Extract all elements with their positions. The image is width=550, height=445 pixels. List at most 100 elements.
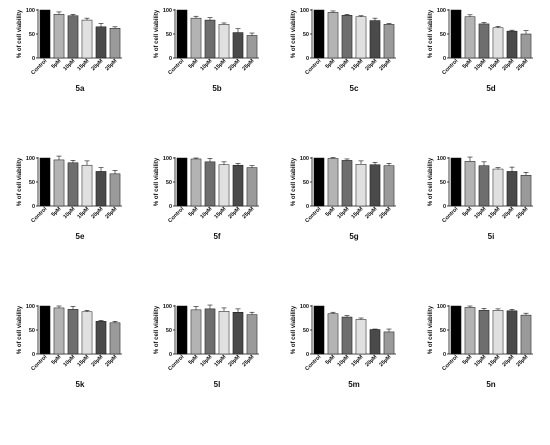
y-tick-label: 100	[300, 156, 309, 162]
x-tick-label: 10µM	[62, 354, 76, 368]
bar-20µM	[369, 164, 381, 207]
chart-panel-5e: % of cell viability 0 50 100 Control 5µM 10µM 1…	[0, 148, 137, 259]
y-tick-label: 50	[166, 32, 172, 38]
y-tick-label: 100	[26, 8, 35, 14]
y-tick-label: 0	[32, 56, 35, 62]
y-tick-label: 50	[440, 32, 446, 38]
bar-5µM	[327, 158, 339, 207]
x-tick-label: 10µM	[199, 354, 213, 368]
x-tick-label: 25µM	[515, 206, 529, 220]
y-axis-label: % of cell viability	[154, 157, 160, 206]
x-tick-label: 20µM	[501, 58, 515, 72]
x-tick-label: 5µM	[188, 58, 200, 70]
bar-Control	[313, 157, 325, 207]
bar-10µM	[204, 308, 216, 355]
y-tick-label: 50	[29, 32, 35, 38]
x-tick-label: 10µM	[199, 58, 213, 72]
x-tick-label: 20µM	[501, 354, 515, 368]
x-tick-label: 15µM	[76, 354, 90, 368]
x-tick-label: 20µM	[364, 354, 378, 368]
y-tick-label: 50	[29, 180, 35, 186]
bar-10µM	[67, 162, 79, 207]
bar-5µM	[190, 17, 202, 59]
bar-5µM	[327, 313, 339, 355]
bar-15µM	[81, 311, 93, 355]
bar-20µM	[506, 30, 518, 59]
x-tick-label: 15µM	[213, 206, 227, 220]
bar-20µM	[95, 321, 107, 355]
x-tick-label: 25µM	[378, 58, 392, 72]
y-tick-label: 100	[163, 304, 172, 310]
panel-title: 5f	[213, 232, 221, 241]
y-tick-label: 50	[303, 32, 309, 38]
x-tick-label: 5µM	[51, 354, 63, 366]
x-tick-label: 15µM	[213, 354, 227, 368]
y-tick-label: 0	[443, 204, 446, 210]
bar-Control	[313, 9, 325, 59]
bar-25µM	[109, 173, 121, 207]
bar-25µM	[246, 167, 258, 207]
bar-25µM	[383, 331, 395, 355]
bar-15µM	[492, 27, 504, 59]
y-tick-label: 0	[306, 56, 309, 62]
y-tick-label: 0	[443, 352, 446, 358]
bar-10µM	[341, 160, 353, 207]
panel-title: 5d	[486, 84, 496, 93]
y-axis-label: % of cell viability	[17, 157, 23, 206]
panel-title: 5k	[75, 380, 85, 389]
bar-Control	[39, 9, 51, 59]
x-tick-label: 20µM	[364, 58, 378, 72]
x-tick-label: 25µM	[241, 354, 255, 368]
bar-15µM	[355, 319, 367, 355]
bar-Control	[176, 305, 188, 355]
panel-title: 5l	[213, 380, 221, 389]
chart-panel-5a: % of cell viability 0 50 100 Control 5µM 10µM 1…	[0, 0, 137, 111]
y-tick-label: 50	[166, 328, 172, 334]
bar-Control	[313, 305, 325, 355]
bar-5µM	[464, 16, 476, 59]
y-tick-label: 0	[169, 352, 172, 358]
x-tick-label: 15µM	[487, 58, 501, 72]
y-axis-label: % of cell viability	[428, 157, 434, 206]
bar-20µM	[506, 171, 518, 207]
y-tick-label: 50	[29, 328, 35, 334]
x-tick-label: 20µM	[364, 206, 378, 220]
x-tick-label: 20µM	[501, 206, 515, 220]
x-tick-label: 25µM	[515, 354, 529, 368]
bar-5µM	[53, 159, 65, 207]
chart-panel-5l: % of cell viability 0 50 100 Control 5µM 10µM 1…	[137, 296, 274, 407]
y-tick-label: 100	[437, 304, 446, 310]
x-tick-label: 15µM	[350, 206, 364, 220]
bar-Control	[450, 9, 462, 59]
x-tick-label: 15µM	[487, 354, 501, 368]
x-tick-label: 5µM	[51, 206, 63, 218]
x-tick-label: 20µM	[227, 58, 241, 72]
panel-title: 5c	[349, 84, 359, 93]
x-tick-label: 5µM	[462, 354, 474, 366]
bar-15µM	[492, 168, 504, 207]
bar-5µM	[464, 307, 476, 355]
bar-25µM	[520, 314, 532, 355]
y-tick-label: 0	[32, 204, 35, 210]
y-tick-label: 50	[440, 328, 446, 334]
chart-panel-5m: % of cell viability 0 50 100 Control 5µM 10µM 1…	[274, 296, 411, 407]
y-tick-label: 50	[303, 180, 309, 186]
y-axis-label: % of cell viability	[17, 305, 23, 354]
x-tick-label: 15µM	[350, 58, 364, 72]
bar-5µM	[53, 14, 65, 59]
bar-Control	[176, 157, 188, 207]
y-tick-label: 0	[443, 56, 446, 62]
bar-Control	[450, 157, 462, 207]
bar-20µM	[95, 171, 107, 207]
bar-Control	[39, 305, 51, 355]
bar-5µM	[190, 309, 202, 355]
y-tick-label: 0	[306, 352, 309, 358]
bar-25µM	[246, 35, 258, 59]
y-tick-label: 50	[166, 180, 172, 186]
